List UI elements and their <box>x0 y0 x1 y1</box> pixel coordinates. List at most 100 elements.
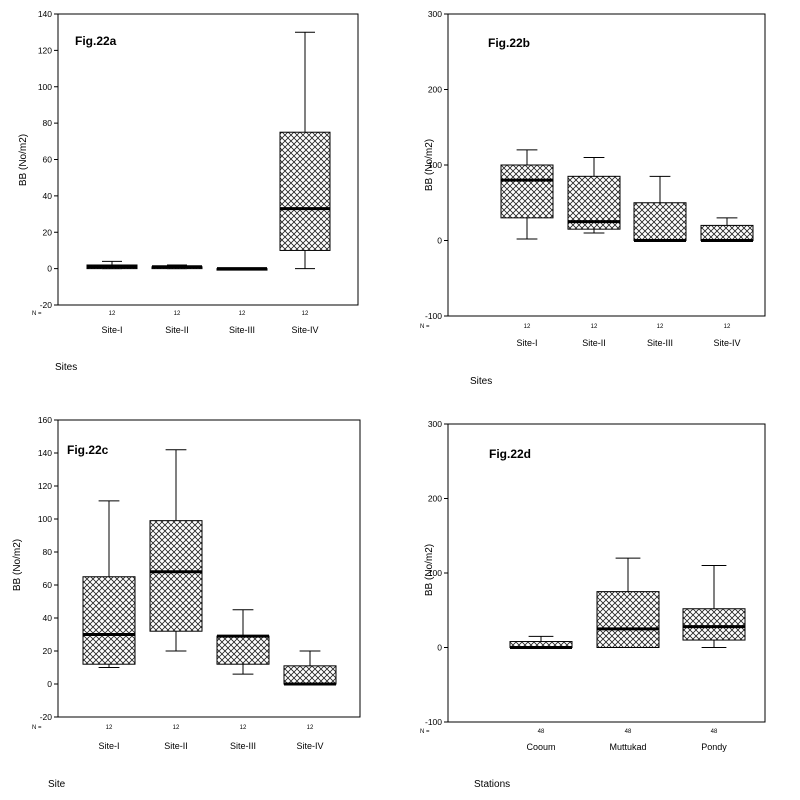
iqr-box <box>279 131 331 251</box>
category-label: Site-IV <box>296 741 323 751</box>
category-label: Site-III <box>647 338 673 348</box>
x-axis-label: Site <box>48 779 66 790</box>
y-tick-label: 140 <box>38 9 52 19</box>
n-prefix: N = <box>32 725 42 731</box>
n-label: 12 <box>657 324 664 330</box>
category-label: Site-II <box>582 338 606 348</box>
category-label: Site-I <box>101 325 122 335</box>
n-label: 48 <box>711 729 718 735</box>
panel-label: Fig.22b <box>488 36 530 50</box>
iqr-box <box>596 591 660 648</box>
n-label: 48 <box>538 729 545 735</box>
y-tick-label: 0 <box>437 643 442 653</box>
n-label: 12 <box>307 725 314 731</box>
iqr-box <box>682 608 746 641</box>
n-label: 12 <box>240 725 247 731</box>
panel-label: Fig.22d <box>489 447 531 461</box>
y-tick-label: -100 <box>425 717 442 727</box>
box-muttukad <box>596 557 660 648</box>
y-tick-label: 160 <box>38 415 52 425</box>
box-site-ii <box>567 156 621 234</box>
y-tick-label: 60 <box>43 155 53 165</box>
n-label: 12 <box>106 725 113 731</box>
y-axis-label: BB (No/m2) <box>18 134 29 186</box>
panel-fig22b: -100 0 100 200 300 Fig.22b BB (No/m2) Sites N = 1… <box>420 9 766 387</box>
box-site-iv <box>283 650 337 686</box>
n-label: 12 <box>109 311 116 317</box>
category-label: Site-IV <box>713 338 740 348</box>
y-tick-label: 20 <box>43 646 53 656</box>
panel-label: Fig.22c <box>67 443 109 457</box>
category-label: Site-I <box>516 338 537 348</box>
y-tick-label: 100 <box>38 514 52 524</box>
box-site-ii <box>151 264 203 270</box>
iqr-box <box>283 665 337 685</box>
n-label: 12 <box>724 324 731 330</box>
x-axis-label: Stations <box>474 779 510 790</box>
box-site-iv <box>700 217 754 242</box>
n-label: 12 <box>302 311 309 317</box>
category-label: Cooum <box>526 742 555 752</box>
box-site-ii <box>149 449 203 652</box>
category-label: Site-II <box>164 741 188 751</box>
y-tick-label: 0 <box>47 264 52 274</box>
y-tick-label: 300 <box>428 9 442 19</box>
iqr-box <box>216 635 270 665</box>
y-tick-label: 300 <box>428 419 442 429</box>
category-label: Site-III <box>230 741 256 751</box>
n-label: 12 <box>524 324 531 330</box>
category-label: Muttukad <box>609 742 646 752</box>
n-prefix: N = <box>420 729 430 735</box>
box-cooum <box>509 635 573 649</box>
y-tick-label: 100 <box>428 568 442 578</box>
y-tick-label: 140 <box>38 448 52 458</box>
plot-frame <box>447 13 766 317</box>
panel-fig22a: -20 0 20 40 60 80 100 120 140 Fig.22a BB (No/m2) Si… <box>18 9 359 373</box>
iqr-box <box>149 520 203 632</box>
box-site-iv <box>279 31 331 270</box>
panel-fig22c: -20 0 20 40 60 80 100 120 140 160 Fig.22c BB (No/m2… <box>12 415 361 790</box>
category-label: Site-II <box>165 325 189 335</box>
box-site-i <box>500 149 554 240</box>
y-axis-label: BB (No/m2) <box>424 544 435 596</box>
y-tick-label: 40 <box>43 191 53 201</box>
iqr-box <box>700 224 754 241</box>
category-label: Site-III <box>229 325 255 335</box>
y-tick-label: 120 <box>38 45 52 55</box>
y-tick-label: 200 <box>428 85 442 95</box>
n-label: 12 <box>174 311 181 317</box>
panel-label: Fig.22a <box>75 34 117 48</box>
y-tick-label: 0 <box>47 679 52 689</box>
n-prefix: N = <box>420 324 430 330</box>
n-label: 12 <box>239 311 246 317</box>
box-site-iii <box>216 609 270 675</box>
n-prefix: N = <box>32 311 42 317</box>
y-tick-label: -20 <box>40 300 53 310</box>
y-tick-label: 200 <box>428 494 442 504</box>
y-axis-label: BB (No/m2) <box>12 539 23 591</box>
y-tick-label: 60 <box>43 580 53 590</box>
iqr-box <box>500 164 554 219</box>
box-site-i <box>86 260 138 270</box>
x-axis-label: Sites <box>55 362 77 373</box>
category-label: Site-IV <box>291 325 318 335</box>
box-site-i <box>82 500 136 668</box>
x-axis-label: Sites <box>470 376 492 387</box>
y-axis-label: BB (No/m2) <box>424 139 435 191</box>
y-tick-label: 20 <box>43 227 53 237</box>
y-tick-label: 40 <box>43 613 53 623</box>
n-label: 12 <box>591 324 598 330</box>
category-label: Pondy <box>701 742 727 752</box>
n-label: 48 <box>625 729 632 735</box>
y-tick-label: 80 <box>43 118 53 128</box>
y-tick-label: 80 <box>43 547 53 557</box>
box-site-iii <box>633 175 687 242</box>
iqr-box <box>633 202 687 241</box>
iqr-box <box>82 576 136 665</box>
y-tick-label: 100 <box>428 160 442 170</box>
y-tick-label: 120 <box>38 481 52 491</box>
box-site-iii <box>216 267 268 271</box>
box-pondy <box>682 565 746 648</box>
plot-frame <box>447 423 766 723</box>
